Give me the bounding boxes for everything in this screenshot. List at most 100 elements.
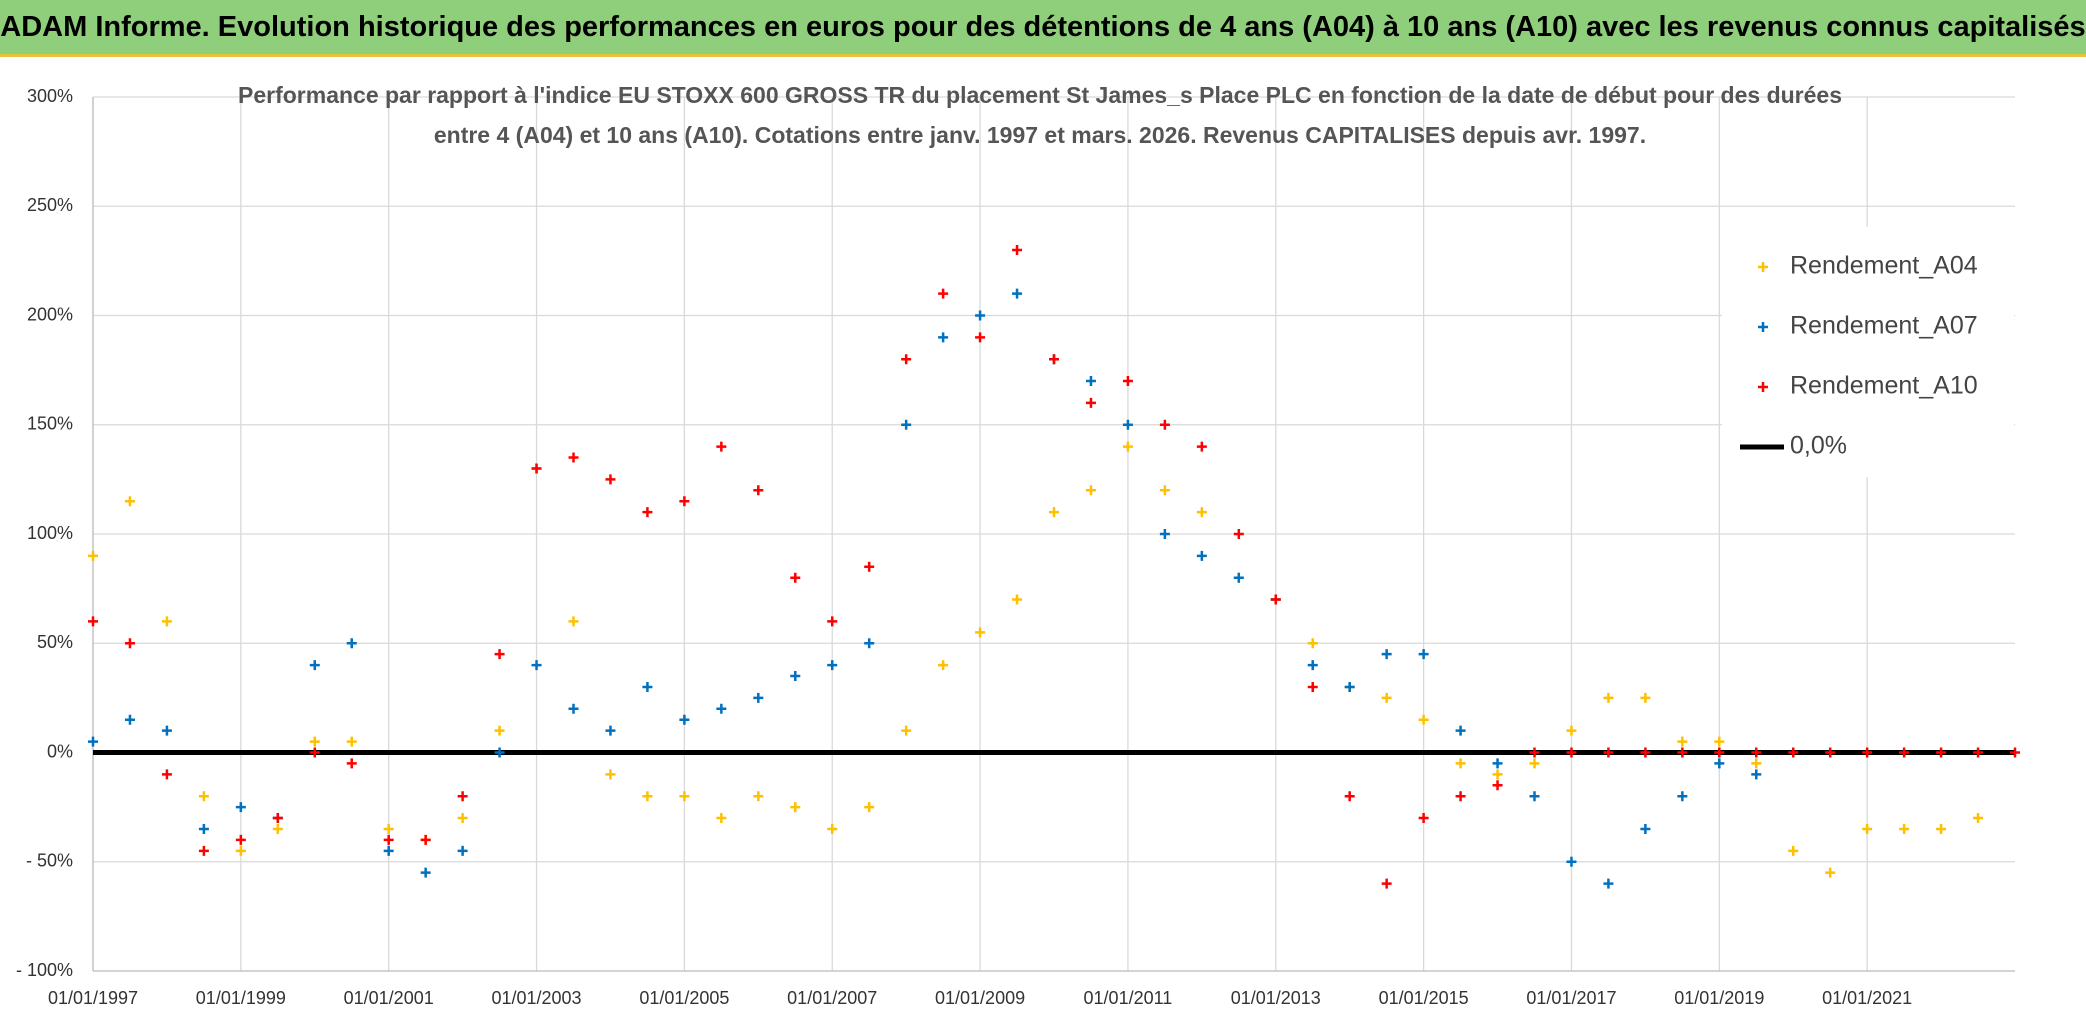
- point: [716, 441, 727, 452]
- point: [1677, 791, 1688, 802]
- point: [568, 452, 579, 463]
- point: [1603, 692, 1614, 703]
- point: [642, 681, 653, 692]
- point: [1159, 419, 1170, 430]
- point: [827, 660, 838, 671]
- series-group: [88, 244, 2020, 889]
- point: [1899, 747, 1910, 758]
- x-tick-label: 01/01/2015: [1379, 988, 1469, 1008]
- point: [531, 660, 542, 671]
- legend-label: Rendement_A04: [1790, 252, 1978, 280]
- point: [1788, 845, 1799, 856]
- point: [1122, 376, 1133, 387]
- point: [901, 725, 912, 736]
- point: [1899, 823, 1910, 834]
- point: [272, 823, 283, 834]
- point: [1085, 376, 1096, 387]
- point: [1640, 747, 1651, 758]
- point: [1196, 441, 1207, 452]
- point: [1122, 441, 1133, 452]
- point: [1344, 681, 1355, 692]
- x-tick-label: 01/01/2005: [639, 988, 729, 1008]
- point: [346, 736, 357, 747]
- point: [1492, 769, 1503, 780]
- point: [1825, 867, 1836, 878]
- point: [827, 823, 838, 834]
- chart-title: Performance par rapport à l'indice EU ST…: [238, 82, 1842, 108]
- point: [1788, 747, 1799, 758]
- point: [1307, 638, 1318, 649]
- point: [235, 834, 246, 845]
- point: [1012, 288, 1023, 299]
- point: [235, 802, 246, 813]
- point: [457, 791, 468, 802]
- y-tick-label: - 100%: [16, 960, 73, 980]
- point: [346, 638, 357, 649]
- y-tick-label: 100%: [27, 523, 73, 543]
- point: [1418, 813, 1429, 824]
- point: [753, 791, 764, 802]
- point: [1973, 747, 1984, 758]
- point: [161, 616, 172, 627]
- point: [124, 496, 135, 507]
- point: [679, 791, 690, 802]
- point: [605, 769, 616, 780]
- point: [827, 616, 838, 627]
- point: [1566, 856, 1577, 867]
- point: [88, 550, 98, 561]
- point: [716, 703, 727, 714]
- point: [1973, 813, 1984, 824]
- point: [383, 845, 394, 856]
- point: [901, 354, 912, 365]
- x-tick-label: 01/01/2011: [1084, 988, 1173, 1008]
- point: [1603, 747, 1614, 758]
- point: [790, 572, 801, 583]
- point: [420, 834, 431, 845]
- point: [938, 288, 949, 299]
- point: [1677, 747, 1688, 758]
- y-tick-label: 250%: [27, 195, 73, 215]
- x-tick-label: 01/01/1999: [196, 988, 286, 1008]
- x-tick-label: 01/01/2001: [344, 988, 434, 1008]
- point: [1233, 572, 1244, 583]
- point: [975, 310, 986, 321]
- y-tick-label: 50%: [37, 632, 73, 652]
- point: [1381, 878, 1392, 889]
- point: [642, 507, 653, 518]
- point: [568, 616, 579, 627]
- legend-label: Rendement_A07: [1790, 312, 1978, 340]
- point: [605, 474, 616, 485]
- point: [1085, 485, 1096, 496]
- point: [1492, 758, 1503, 769]
- banner-title: ADAM Informe. Evolution historique des p…: [0, 0, 2086, 57]
- point: [1751, 758, 1762, 769]
- point: [1307, 660, 1318, 671]
- point: [605, 725, 616, 736]
- point: [1455, 725, 1466, 736]
- point: [1307, 681, 1318, 692]
- x-tick-label: 01/01/2019: [1674, 988, 1764, 1008]
- point: [790, 671, 801, 682]
- y-tick-label: 300%: [27, 86, 73, 106]
- point: [494, 649, 505, 660]
- point: [531, 463, 542, 474]
- point: [1418, 649, 1429, 660]
- point: [1714, 736, 1725, 747]
- point: [1566, 747, 1577, 758]
- point: [1270, 594, 1281, 605]
- point: [1714, 758, 1725, 769]
- point: [1751, 769, 1762, 780]
- point: [494, 747, 505, 758]
- point: [272, 813, 283, 824]
- x-tick-label: 01/01/2007: [787, 988, 877, 1008]
- point: [1529, 747, 1540, 758]
- point: [346, 758, 357, 769]
- point: [1825, 747, 1836, 758]
- point: [1233, 529, 1244, 539]
- point: [753, 692, 764, 703]
- chart: - 100% - 50% 0% 50% 100% 150% 200% 250% 300% 01/0…: [0, 57, 2086, 1031]
- point: [938, 660, 949, 671]
- point: [679, 496, 690, 507]
- point: [975, 627, 986, 638]
